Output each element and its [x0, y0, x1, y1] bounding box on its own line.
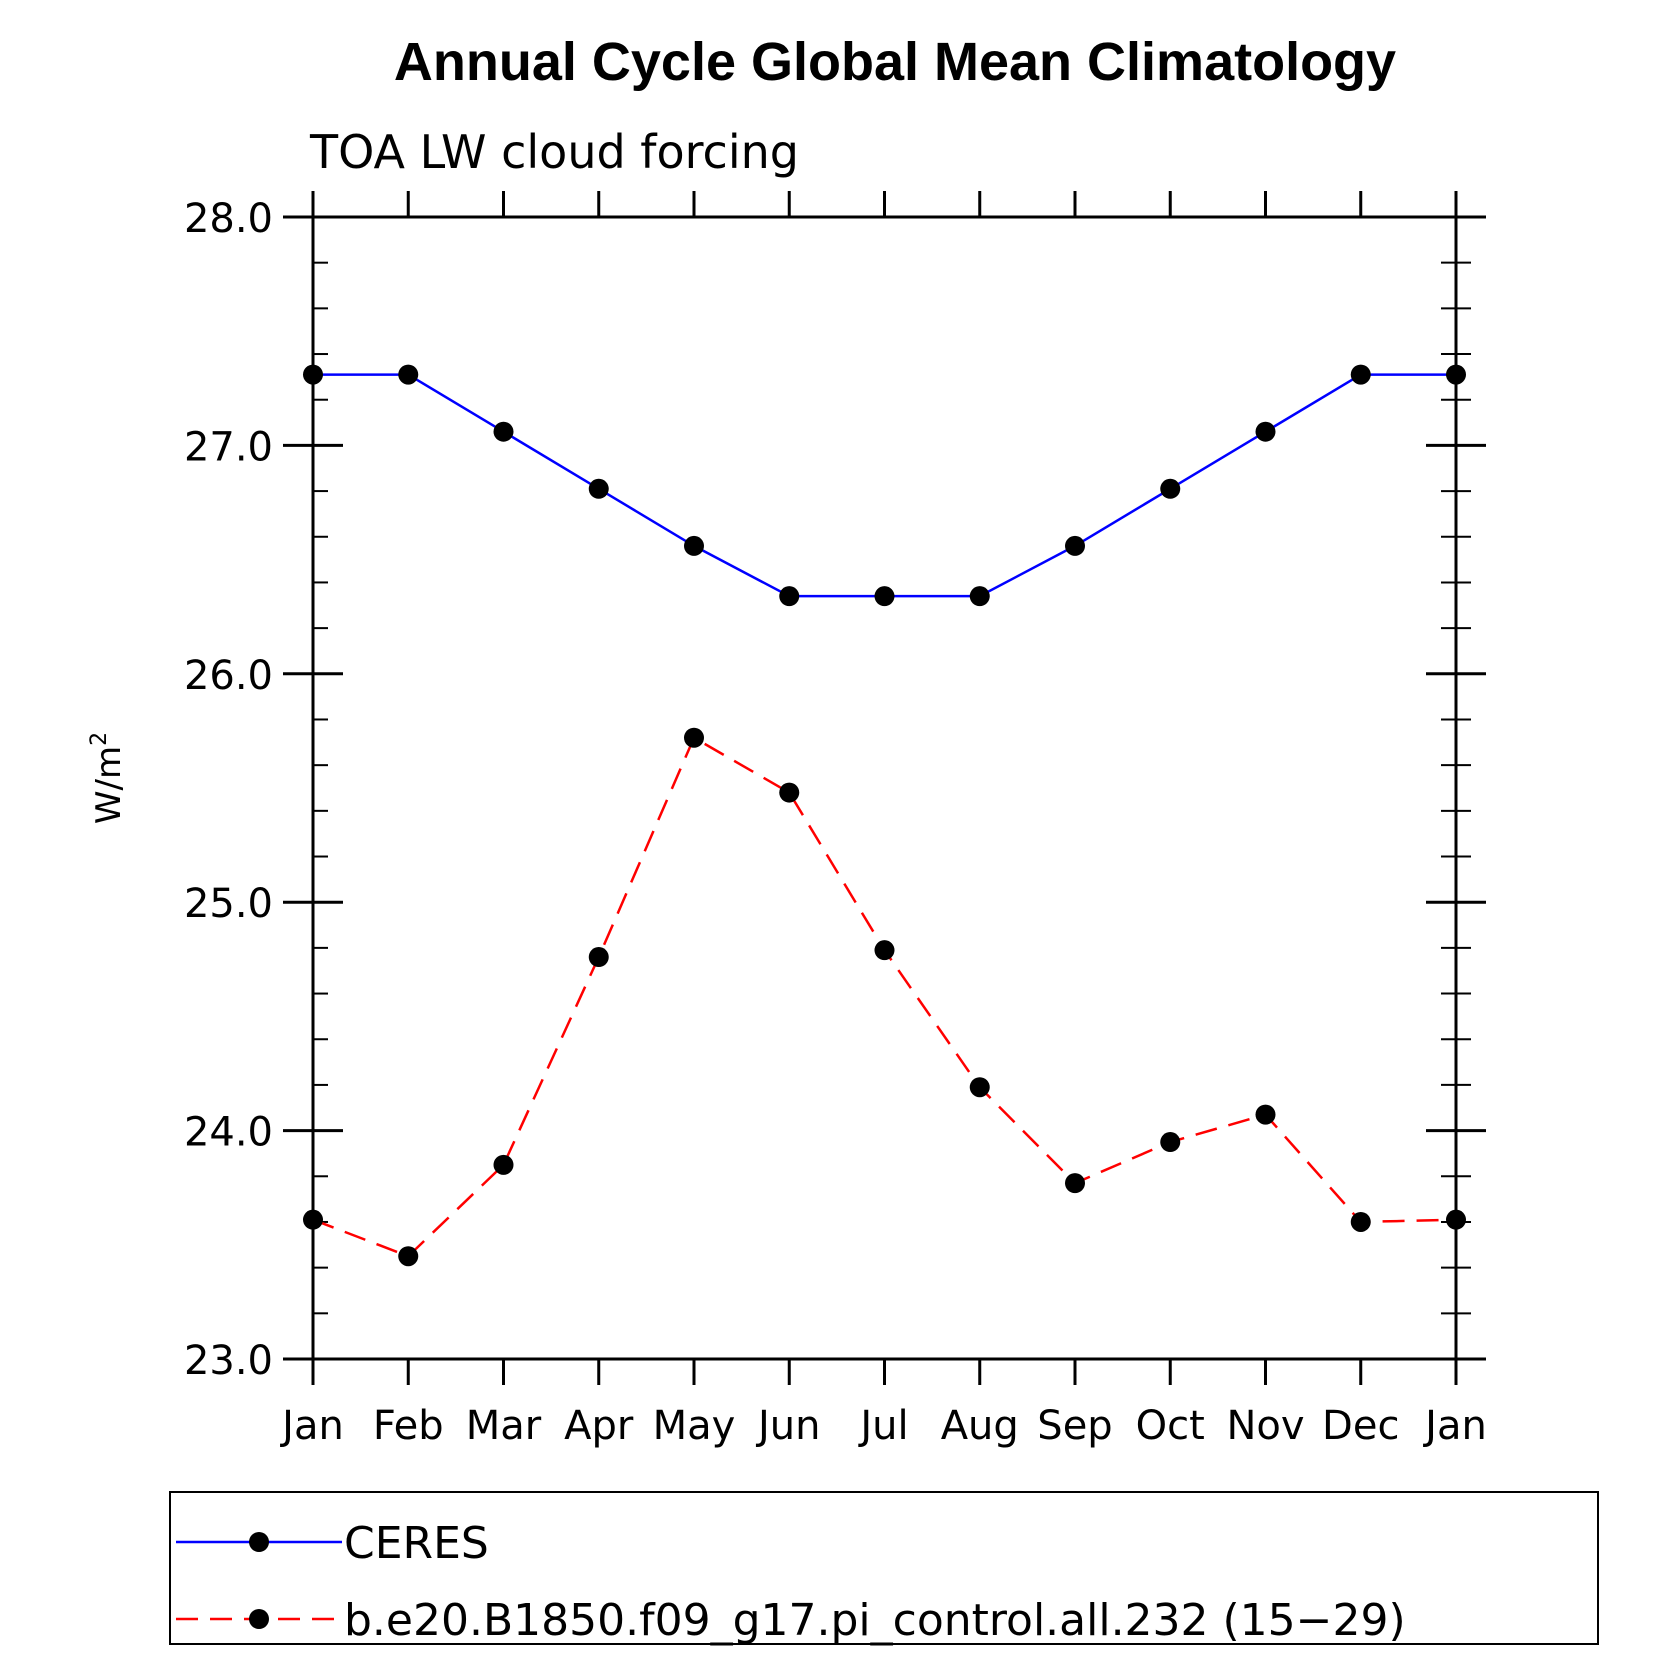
y-tick-label: 28.0	[184, 196, 273, 242]
x-tick-label: Jan	[279, 1403, 344, 1449]
data-point	[303, 1209, 323, 1230]
data-point	[303, 364, 323, 385]
data-point	[684, 727, 704, 748]
legend-marker-0	[249, 1532, 269, 1552]
data-point	[1255, 421, 1276, 442]
data-point	[1065, 1173, 1085, 1194]
data-point	[588, 478, 609, 499]
chart-title: Annual Cycle Global Mean Climatology	[394, 32, 1396, 92]
legend-label-0: CERES	[344, 1518, 489, 1569]
data-point	[1160, 478, 1181, 499]
x-tick-label: Oct	[1136, 1403, 1205, 1449]
data-point	[874, 940, 895, 961]
y-axis-label-text: W/m	[89, 746, 129, 824]
legend-box	[169, 1491, 1599, 1645]
x-tick-label: Jul	[857, 1403, 908, 1449]
data-point	[1065, 535, 1085, 556]
axis-ticks	[283, 191, 1486, 1385]
y-tick-label: 27.0	[184, 424, 273, 470]
data-point	[684, 535, 704, 556]
x-tick-label: Aug	[941, 1403, 1019, 1449]
data-point	[398, 364, 419, 385]
data-point	[1446, 1209, 1466, 1230]
series-layer	[303, 364, 1466, 1267]
x-tick-label: Mar	[466, 1403, 542, 1449]
y-axis-label-superscript: 2	[87, 732, 112, 746]
x-tick-label: Apr	[564, 1403, 634, 1449]
plot-frame	[311, 215, 1458, 1361]
y-tick-labels: 23.0 24.0 25.0 26.0 27.0 28.0	[184, 196, 273, 1384]
data-point	[1160, 1132, 1181, 1153]
data-point	[969, 586, 990, 607]
data-point	[874, 586, 895, 607]
x-tick-label: Dec	[1322, 1403, 1399, 1449]
data-point	[493, 1154, 514, 1175]
legend-label-1: b.e20.B1850.f09_g17.pi_control.all.232 (…	[344, 1595, 1406, 1646]
y-tick-label: 26.0	[184, 653, 273, 699]
data-point	[1350, 364, 1371, 385]
data-point	[493, 421, 514, 442]
x-tick-label: Jun	[755, 1403, 821, 1449]
data-point	[588, 947, 609, 968]
data-point	[1255, 1104, 1276, 1125]
series-line-1	[312, 735, 1457, 1258]
x-tick-label: Feb	[373, 1403, 444, 1449]
legend: CERES b.e20.B1850.f09_g17.pi_control.all.…	[176, 1518, 1406, 1646]
legend-marker-1	[249, 1609, 269, 1629]
data-point	[779, 782, 800, 803]
x-tick-label: Nov	[1226, 1403, 1304, 1449]
x-tick-label: May	[653, 1403, 736, 1449]
data-point	[1350, 1211, 1371, 1232]
data-point	[398, 1246, 419, 1267]
data-point	[1446, 364, 1466, 385]
x-tick-label: Sep	[1037, 1403, 1112, 1449]
y-axis-label: W/m2	[87, 732, 129, 824]
y-tick-label: 23.0	[184, 1338, 273, 1384]
series-line-0	[313, 373, 1456, 598]
chart-subtitle: TOA LW cloud forcing	[309, 125, 799, 179]
data-point	[969, 1077, 990, 1098]
x-tick-labels: Jan Feb Mar Apr May Jun Jul Aug Sep Oct Nov Dec Jan	[279, 1403, 1487, 1449]
data-point	[779, 586, 800, 607]
y-tick-label: 24.0	[184, 1110, 273, 1156]
y-tick-label: 25.0	[184, 881, 273, 927]
x-tick-label: Jan	[1422, 1403, 1487, 1449]
